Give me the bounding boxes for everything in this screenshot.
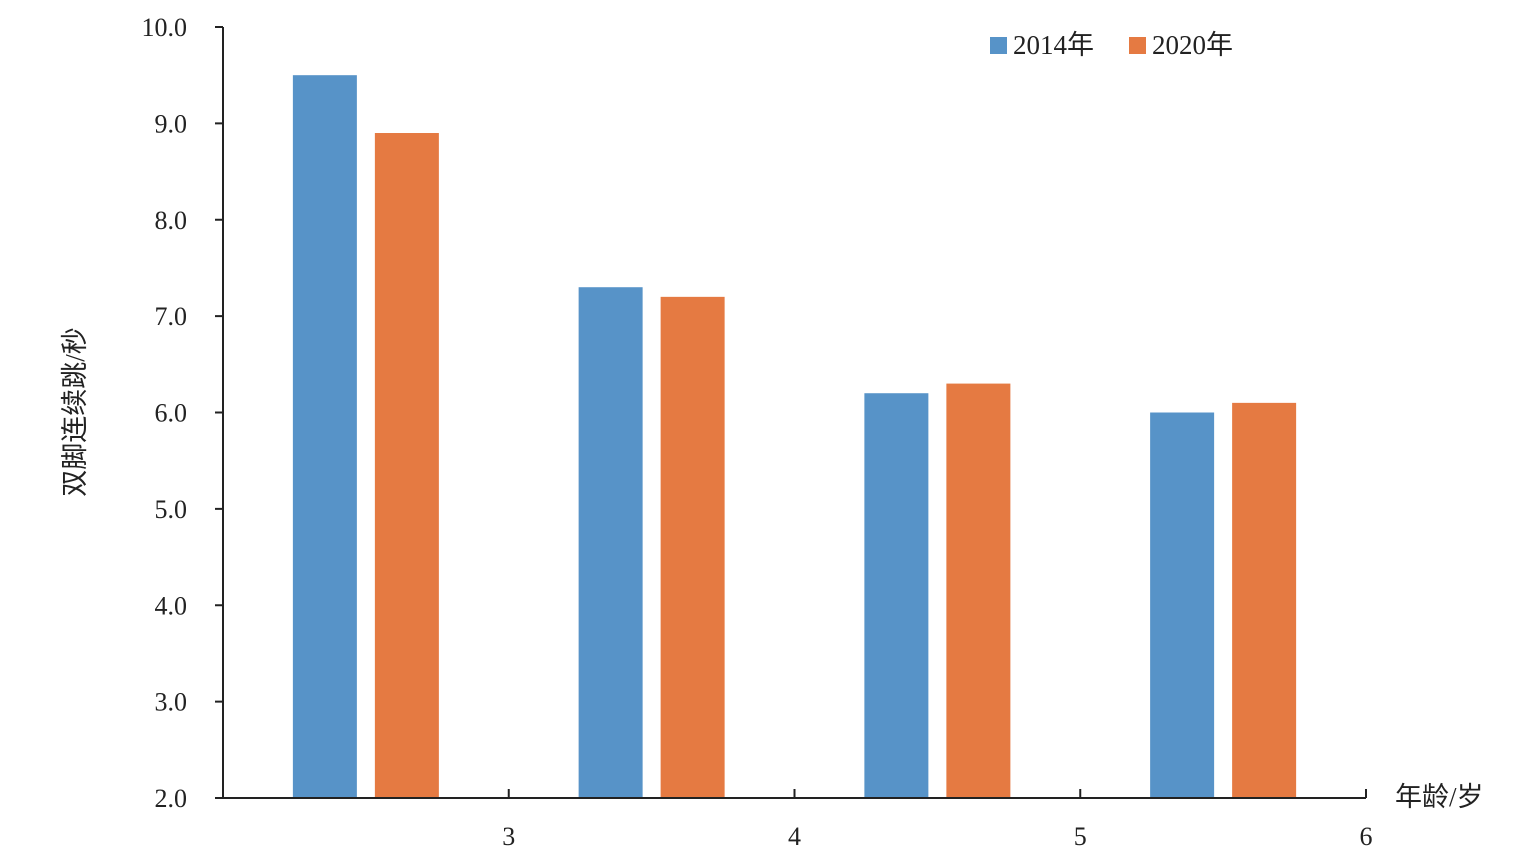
bar-2020年-4 <box>660 296 725 798</box>
y-tick-label: 7.0 <box>155 302 188 331</box>
y-tick-label: 4.0 <box>155 591 188 620</box>
legend-label: 2014年 <box>1013 30 1094 60</box>
bar-2014年-6 <box>1150 412 1215 798</box>
x-tick-label: 6 <box>1360 822 1373 851</box>
legend-swatch <box>990 37 1007 54</box>
y-tick-label: 5.0 <box>155 495 188 524</box>
x-axis-label: 年龄/岁 <box>1395 782 1484 812</box>
bars-layer <box>292 75 1297 798</box>
x-tick-label: 5 <box>1074 822 1087 851</box>
x-tick-label: 3 <box>502 822 515 851</box>
y-tick-label: 9.0 <box>155 109 188 138</box>
bar-2020年-3 <box>374 133 439 798</box>
y-tick-label: 2.0 <box>155 784 188 813</box>
y-tick-label: 6.0 <box>155 399 188 428</box>
legend: 2014年 2020年 <box>990 30 1233 60</box>
bar-2014年-3 <box>292 75 357 798</box>
bar-2014年-5 <box>864 393 929 798</box>
y-axis-label: 双脚连续跳/秒 <box>60 327 90 497</box>
bar-2020年-6 <box>1232 402 1297 798</box>
x-ticks: 3 4 5 6 <box>502 789 1373 851</box>
x-tick-label: 4 <box>788 822 801 851</box>
y-ticks: 2.0 3.0 4.0 5.0 6.0 7.0 8.0 9.0 10.0 <box>142 13 223 813</box>
y-tick-label: 3.0 <box>155 688 188 717</box>
y-tick-label: 8.0 <box>155 206 188 235</box>
y-tick-label: 10.0 <box>142 13 188 42</box>
legend-label: 2020年 <box>1152 30 1233 60</box>
bar-2014年-4 <box>578 287 643 798</box>
legend-swatch <box>1129 37 1146 54</box>
bar-2020年-5 <box>946 383 1011 798</box>
